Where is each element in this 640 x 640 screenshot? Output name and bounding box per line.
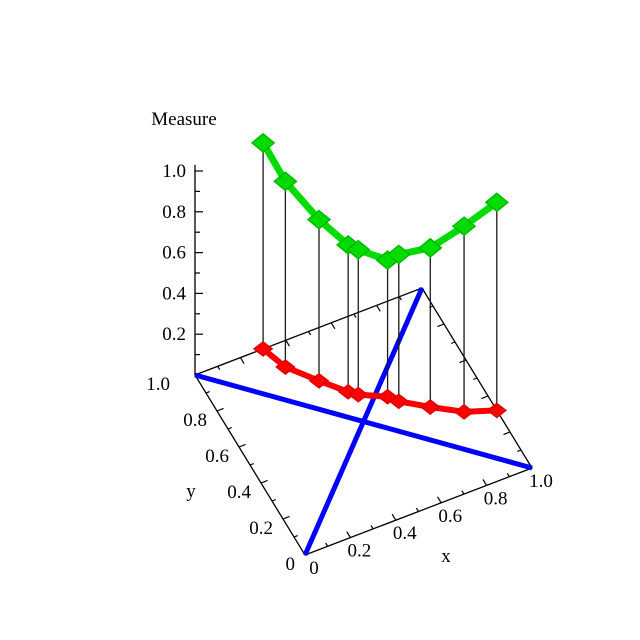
y-minor-tick	[249, 463, 254, 466]
back-x-minor-tick	[217, 365, 221, 371]
x-tick-label: 0.2	[348, 541, 372, 562]
base-projection-curve-marker	[275, 359, 296, 375]
measure-curve-marker	[273, 171, 298, 192]
back-x-minor-tick	[307, 331, 312, 336]
base-projection-curve-marker	[252, 340, 274, 357]
y-tick-label: 0.6	[205, 446, 229, 467]
back-y-major-tick	[481, 395, 489, 400]
y-minor-tick	[293, 535, 298, 538]
x-minor-tick	[415, 507, 420, 512]
y-minor-tick	[205, 391, 210, 394]
back-x-major-tick	[239, 357, 245, 364]
base-projection-curve-marker	[348, 386, 369, 403]
base-projection-curve	[252, 340, 508, 420]
measure-curve-marker	[306, 209, 332, 230]
x-tick-label: 1.0	[529, 471, 553, 492]
y-minor-tick	[271, 499, 276, 502]
measure-curve-marker	[451, 216, 477, 237]
back-y-minor-tick	[517, 449, 522, 452]
back-x-major-tick	[285, 339, 290, 347]
base-projection-curve-marker	[388, 393, 410, 410]
y-axis-title: y	[186, 481, 196, 502]
back-y-minor-tick	[451, 341, 456, 344]
drop-lines	[262, 142, 498, 412]
base-projection-curve-marker	[420, 399, 441, 415]
x-minor-tick	[506, 472, 510, 478]
x-major-tick	[346, 531, 351, 538]
axis-tick-labels: 0 0.2 0.4 0.6 0.8 1.0 0 0.2 0.4 0.6 0.8 1.0 0.2 0.4 0.…	[146, 161, 553, 579]
back-x-major-tick	[376, 305, 381, 312]
z-tick-label: 0.8	[162, 202, 186, 223]
y-tick-label: 1.0	[146, 374, 170, 395]
z-axis-title: Measure	[151, 109, 216, 130]
z-tick-label: 0.4	[162, 283, 186, 304]
x-tick-label: 0.4	[393, 523, 417, 544]
base-diagonal-lines	[194, 286, 533, 557]
base-projection-curve-marker	[453, 403, 475, 420]
x-major-tick	[482, 479, 488, 486]
back-x-minor-tick	[353, 313, 357, 318]
z-tick-label: 0.6	[162, 243, 186, 264]
x-minor-tick	[325, 542, 329, 547]
back-x-minor-tick	[398, 296, 402, 301]
x-major-tick	[391, 513, 397, 521]
y-tick-label: 0.8	[183, 410, 207, 431]
x-major-tick	[437, 496, 442, 504]
measure-curve-marker	[484, 192, 509, 213]
y-major-tick	[216, 407, 224, 412]
back-y-major-tick	[459, 359, 467, 364]
back-y-minor-tick	[473, 377, 478, 380]
y-major-tick	[282, 515, 290, 520]
x-tick-label: 0.8	[484, 488, 508, 509]
back-x-major-tick	[330, 322, 336, 330]
y-major-tick	[238, 443, 246, 448]
z-tick-label: 1.0	[162, 161, 186, 182]
measure-curve	[250, 132, 509, 271]
y-tick-label: 0.4	[227, 482, 251, 503]
z-tick-label: 0.2	[162, 324, 186, 345]
base-diagonal-anti	[194, 372, 533, 471]
x-tick-label: 0.6	[438, 506, 462, 527]
base-projection-curve-marker	[308, 372, 330, 389]
x-minor-tick	[370, 525, 374, 530]
y-major-tick	[260, 479, 268, 484]
back-y-major-tick	[437, 323, 445, 328]
base-projection-curve-marker	[486, 402, 508, 419]
base-projection-curve-line	[260, 345, 500, 415]
x-tick-label: 0	[309, 558, 319, 579]
measure-curve-marker	[346, 239, 371, 260]
back-y-major-tick	[503, 431, 511, 436]
measure-curve-marker	[250, 132, 276, 153]
measure-curve-marker	[386, 244, 411, 265]
measure-curve-line	[259, 139, 501, 264]
y-tick-label: 0	[286, 554, 296, 575]
y-tick-label: 0.2	[249, 518, 273, 539]
x-minor-tick	[461, 490, 465, 495]
y-minor-tick	[227, 427, 232, 430]
measure-curve-marker	[418, 237, 443, 258]
x-axis-title: x	[441, 546, 451, 567]
